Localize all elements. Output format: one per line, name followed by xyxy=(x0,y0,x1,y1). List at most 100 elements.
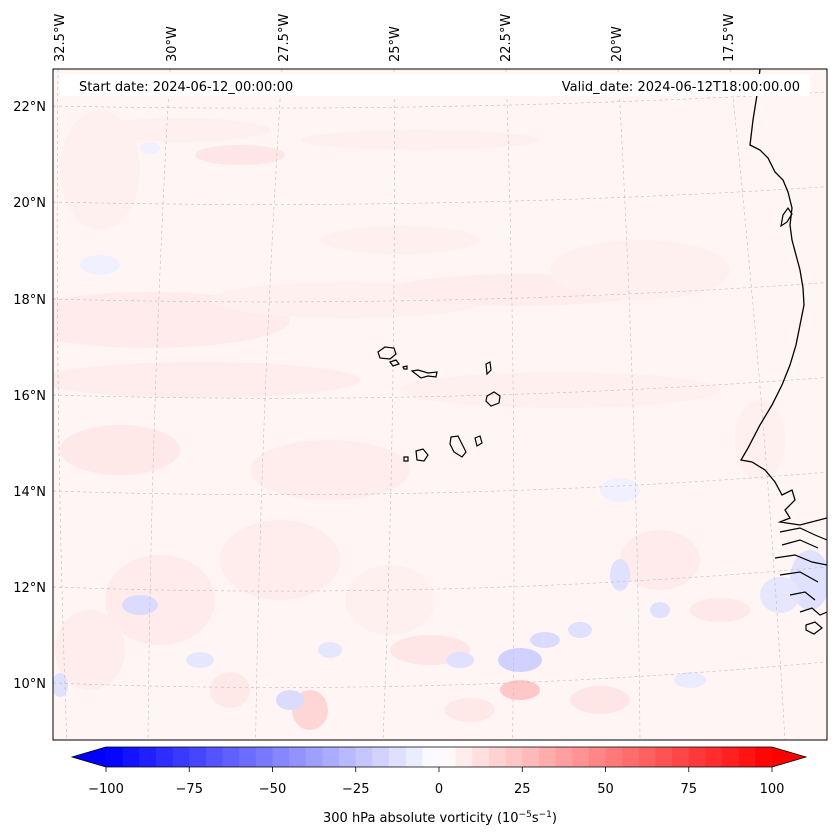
negative-vorticity-contour xyxy=(674,672,706,688)
colorbar-bin xyxy=(222,747,240,767)
colorbar-bin xyxy=(488,747,506,767)
colorbar-tick-label: 0 xyxy=(435,782,443,797)
colorbar-bin xyxy=(705,747,723,767)
colorbar-bin xyxy=(555,747,573,767)
parallel-gridline xyxy=(53,566,827,592)
colorbar-tick-label: −25 xyxy=(342,782,369,797)
coastline-guinea-bissau xyxy=(774,527,827,635)
meridian-gridline xyxy=(382,69,395,740)
negative-vorticity-contour xyxy=(568,622,592,638)
positive-vorticity-contour xyxy=(195,145,285,165)
longitude-labels: 32.5°W 30°W 27.5°W 25°W 22.5°W 20°W 17.5… xyxy=(53,14,737,62)
colorbar-bin xyxy=(172,747,190,767)
colorbar-bin xyxy=(655,747,673,767)
lon-label: 20°W xyxy=(610,26,625,62)
positive-vorticity-contour xyxy=(250,440,410,500)
island-sal xyxy=(485,361,492,376)
island-maio xyxy=(474,435,483,447)
meridian-gridline xyxy=(147,69,171,740)
meridian-gridline xyxy=(505,69,515,740)
map-frame xyxy=(52,68,828,741)
island-santa-luzia xyxy=(402,365,408,370)
colorbar-bin xyxy=(572,747,590,767)
colorbar-min-extension xyxy=(72,747,106,767)
colorbar-ticks: −100 −75 −50 −25 0 25 50 75 100 xyxy=(88,767,784,797)
colorbar-bin xyxy=(322,747,340,767)
meridian-gridline xyxy=(255,69,283,740)
negative-vorticity-contour xyxy=(760,577,800,613)
colorbar-bin xyxy=(738,747,756,767)
latitude-labels: 22°N 20°N 18°N 16°N 14°N 12°N 10°N xyxy=(13,100,46,692)
positive-vorticity-contour xyxy=(500,680,540,700)
negative-vorticity-contour xyxy=(276,690,304,710)
island-sao-vicente xyxy=(389,359,400,367)
colorbar-bin xyxy=(205,747,223,767)
positive-vorticity-contour xyxy=(105,555,215,645)
colorbar-bins xyxy=(106,747,773,767)
colorbar-bin xyxy=(155,747,173,767)
island-santiago xyxy=(449,435,467,458)
colorbar: −100 −75 −50 −25 0 25 50 75 100 300 hPa absolute… xyxy=(70,746,808,826)
colorbar-tick-label: −75 xyxy=(176,782,203,797)
meridian-gridline xyxy=(729,69,786,740)
colorbar-bin xyxy=(722,747,740,767)
negative-vorticity-contour xyxy=(140,142,160,154)
colorbar-bin xyxy=(139,747,157,767)
colorbar-bin xyxy=(538,747,556,767)
colorbar-bin xyxy=(239,747,257,767)
negative-vorticity-contour xyxy=(318,642,342,658)
positive-vorticity-contour xyxy=(55,610,125,690)
vorticity-field-shading xyxy=(53,110,827,730)
positive-vorticity-contour xyxy=(210,672,250,708)
colorbar-bin xyxy=(622,747,640,767)
positive-vorticity-contour xyxy=(300,130,540,150)
positive-vorticity-contour xyxy=(690,598,750,622)
island-brava xyxy=(403,456,409,462)
negative-vorticity-contour xyxy=(53,673,68,697)
colorbar-bin xyxy=(472,747,490,767)
colorbar-bin xyxy=(455,747,473,767)
colorbar-bin xyxy=(588,747,606,767)
colorbar-tick-label: 50 xyxy=(597,782,614,797)
colorbar-max-extension xyxy=(772,747,806,767)
colorbar-bin xyxy=(355,747,373,767)
colorbar-bin xyxy=(439,747,457,767)
island-fogo xyxy=(415,448,429,462)
lon-label: 32.5°W xyxy=(53,14,68,62)
colorbar-bin xyxy=(339,747,357,767)
parallel-gridline xyxy=(53,91,827,109)
island-boa-vista xyxy=(485,391,501,407)
negative-vorticity-contour xyxy=(610,559,630,591)
lat-label: 12°N xyxy=(13,581,46,596)
colorbar-bin xyxy=(505,747,523,767)
start-date-label: Start date: 2024-06-12_00:00:00 xyxy=(79,80,293,95)
positive-vorticity-contour xyxy=(550,240,730,300)
colorbar-bin xyxy=(755,747,773,767)
positive-vorticity-contour xyxy=(620,530,700,590)
colorbar-bin xyxy=(638,747,656,767)
positive-vorticity-contour xyxy=(570,686,630,714)
meridian-gridline xyxy=(617,69,641,740)
negative-vorticity-contour xyxy=(498,648,542,672)
colorbar-bin xyxy=(272,747,290,767)
colorbar-bin xyxy=(255,747,273,767)
colorbar-bin xyxy=(305,747,323,767)
coastline-africa xyxy=(739,69,827,526)
colorbar-bin xyxy=(289,747,307,767)
lon-label: 22.5°W xyxy=(499,14,514,62)
coastline-dakhla-inlet xyxy=(780,206,793,228)
lat-label: 20°N xyxy=(13,196,46,211)
island-santo-antao xyxy=(377,346,397,360)
colorbar-label: 300 hPa absolute vorticity (10−5s−1) xyxy=(323,810,557,826)
lon-label: 27.5°W xyxy=(277,14,292,62)
positive-vorticity-contour xyxy=(53,362,360,398)
colorbar-bin xyxy=(189,747,207,767)
colorbar-bin xyxy=(605,747,623,767)
lat-label: 22°N xyxy=(13,100,46,115)
colorbar-bin xyxy=(122,747,140,767)
negative-vorticity-contour xyxy=(530,632,560,648)
positive-vorticity-contour xyxy=(445,698,495,722)
date-banner xyxy=(60,74,810,96)
negative-vorticity-contour xyxy=(446,652,474,668)
